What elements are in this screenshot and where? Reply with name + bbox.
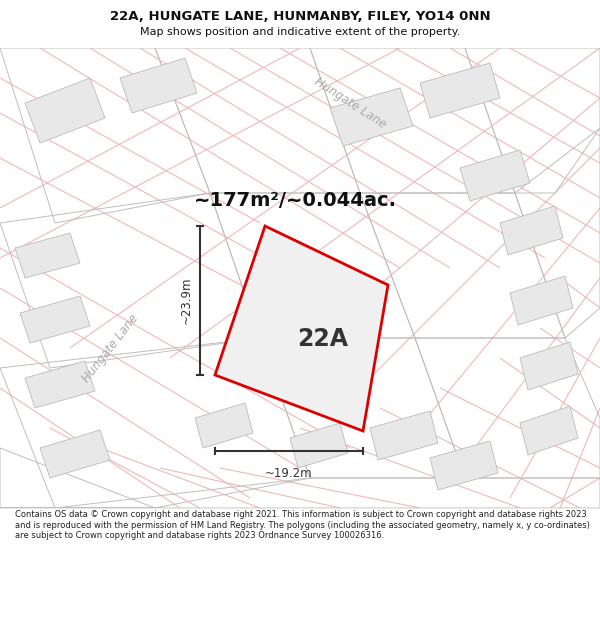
- Polygon shape: [460, 150, 530, 201]
- Polygon shape: [510, 276, 573, 325]
- Polygon shape: [520, 406, 578, 455]
- Polygon shape: [520, 342, 578, 390]
- Text: Contains OS data © Crown copyright and database right 2021. This information is : Contains OS data © Crown copyright and d…: [15, 511, 590, 540]
- Polygon shape: [195, 403, 253, 448]
- Polygon shape: [370, 411, 438, 460]
- Polygon shape: [420, 63, 500, 118]
- Polygon shape: [20, 296, 90, 343]
- Text: Hungate Lane: Hungate Lane: [79, 311, 140, 384]
- Polygon shape: [25, 361, 95, 408]
- Polygon shape: [25, 78, 105, 143]
- Text: ~23.9m: ~23.9m: [179, 277, 193, 324]
- Text: 22A: 22A: [297, 328, 348, 351]
- Polygon shape: [290, 423, 348, 468]
- Text: ~177m²/~0.044ac.: ~177m²/~0.044ac.: [193, 191, 397, 209]
- Polygon shape: [500, 206, 563, 255]
- Polygon shape: [430, 441, 498, 490]
- Polygon shape: [215, 226, 388, 431]
- Polygon shape: [120, 58, 197, 113]
- Polygon shape: [40, 430, 110, 478]
- Text: 22A, HUNGATE LANE, HUNMANBY, FILEY, YO14 0NN: 22A, HUNGATE LANE, HUNMANBY, FILEY, YO14…: [110, 9, 490, 22]
- Polygon shape: [15, 233, 80, 278]
- Polygon shape: [330, 88, 413, 146]
- Text: Map shows position and indicative extent of the property.: Map shows position and indicative extent…: [140, 28, 460, 38]
- Text: ~19.2m: ~19.2m: [265, 467, 313, 480]
- Text: Hungate Lane: Hungate Lane: [312, 75, 388, 131]
